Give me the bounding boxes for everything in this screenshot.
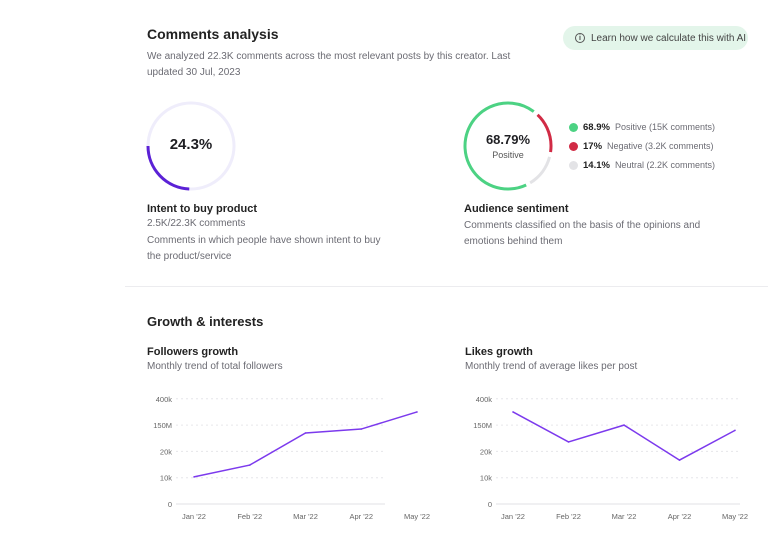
x-tick-label: Jan '22 [182,512,206,521]
data-point [304,432,307,434]
series-line [512,411,736,461]
intent-donut [146,101,236,191]
x-tick-label: Mar '22 [293,512,318,521]
intent-value: 24.3% [169,136,213,153]
legend-pct: 14.1% [583,159,610,171]
sentiment-legend: 68.9% Positive (15K comments) 17% Negative… [569,121,715,171]
learn-button[interactable]: i Learn how we calculate this with AI [563,26,748,50]
legend-positive: 68.9% Positive (15K comments) [569,121,715,133]
intent-title: Intent to buy product [147,203,257,215]
y-tick-label: 0 [488,500,492,509]
y-tick-label: 10k [480,474,492,483]
comments-title: Comments analysis [147,26,279,42]
data-point [734,429,736,432]
followers-subtitle: Monthly trend of total followers [147,361,283,372]
learn-button-label: Learn how we calculate this with AI [591,32,747,44]
intent-count: 2.5K/22.3K comments [147,218,246,229]
data-point [193,476,195,478]
x-tick-label: Apr '22 [668,512,692,521]
y-tick-label: 150M [473,421,492,430]
data-point [360,428,363,430]
info-icon: i [575,33,585,43]
sentiment-donut [463,101,553,191]
legend-pct: 17% [583,140,603,152]
y-tick-label: 10k [160,474,172,483]
legend-pct: 68.9% [583,121,610,133]
legend-neutral: 14.1% Neutral (2.2K comments) [569,159,715,171]
x-tick-label: Feb '22 [556,512,581,521]
sentiment-arc [463,101,553,191]
likes-subtitle: Monthly trend of average likes per post [465,361,638,372]
legend-label: Neutral (2.2K comments) [614,160,715,170]
likes-title: Likes growth [465,346,533,358]
data-point [567,441,570,443]
x-tick-label: Apr '22 [349,512,373,521]
y-tick-label: 20k [160,447,172,456]
intent-description: Comments in which people have shown inte… [147,235,381,262]
data-point [512,411,514,413]
x-tick-label: Feb '22 [237,512,262,521]
comments-description: We analyzed 22.3K comments across the mo… [147,51,511,78]
x-tick-label: Mar '22 [612,512,637,521]
data-point [248,464,251,466]
followers-title: Followers growth [147,346,239,358]
sentiment-value: 68.79% [485,132,531,147]
x-tick-label: Jan '22 [501,512,525,521]
sentiment-caption: Positive [492,150,524,160]
x-tick-label: May '22 [722,512,748,521]
sentiment-description: Comments classified on the basis of the … [464,220,701,247]
legend-label: Negative (3.2K comments) [607,141,714,151]
data-point [678,459,681,461]
y-tick-label: 150M [153,421,172,430]
x-tick-label: May '22 [404,512,430,521]
y-tick-label: 400k [156,395,173,404]
neutral-dot-icon [569,160,578,170]
growth-charts: 0 10k 20k 150M 400k Jan '22 Feb '22 Mar '22 Apr … [153,395,748,521]
positive-dot-icon [569,122,578,132]
y-tick-label: 400k [476,395,493,404]
negative-dot-icon [569,141,578,151]
sentiment-title: Audience sentiment [464,203,569,215]
legend-label: Positive (15K comments) [614,122,715,132]
data-point [623,424,625,426]
intent-arc [146,101,236,191]
legend-negative: 17% Negative (3.2K comments) [569,140,715,152]
data-point [416,411,418,413]
y-tick-label: 20k [480,447,492,456]
growth-title: Growth & interests [147,314,264,329]
y-tick-label: 0 [168,500,172,509]
series-line [193,411,418,478]
section-divider [125,286,768,287]
